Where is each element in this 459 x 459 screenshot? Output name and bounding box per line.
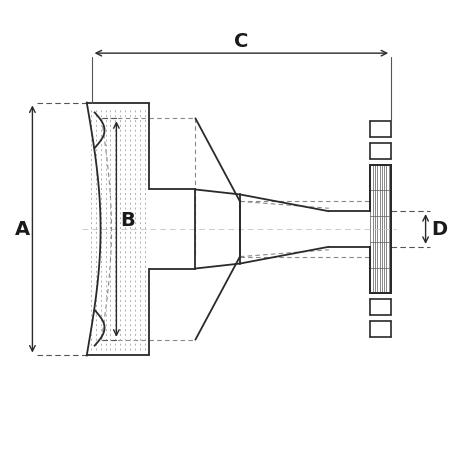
Text: C: C <box>234 32 248 50</box>
Text: D: D <box>431 220 447 239</box>
Text: A: A <box>15 220 30 239</box>
Text: B: B <box>120 210 134 229</box>
